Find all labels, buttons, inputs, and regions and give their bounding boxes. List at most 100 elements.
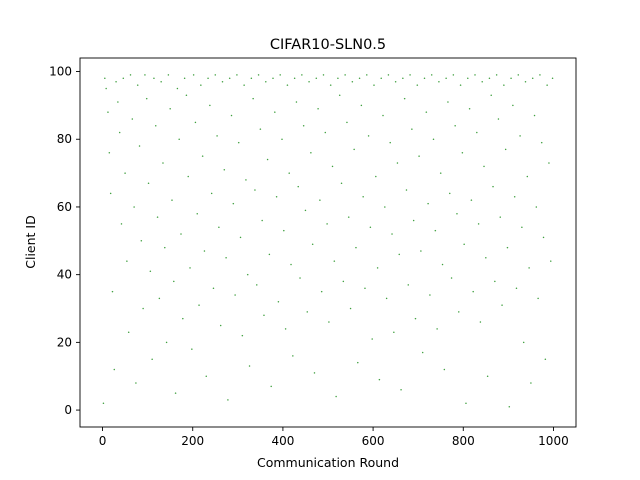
data-point — [111, 290, 114, 293]
data-point — [347, 216, 350, 218]
data-point — [405, 189, 408, 191]
data-point — [209, 104, 211, 107]
data-point — [436, 328, 438, 330]
x-tick-label: 1000 — [538, 434, 569, 448]
data-point — [513, 196, 516, 198]
data-point — [459, 84, 462, 86]
data-point — [248, 365, 251, 367]
data-point — [138, 145, 141, 147]
data-point — [380, 77, 382, 80]
data-point — [429, 294, 431, 296]
x-axis-label: Communication Round — [257, 455, 399, 470]
data-point — [162, 162, 164, 164]
data-point — [234, 294, 236, 296]
data-point — [517, 74, 520, 76]
data-point — [548, 162, 550, 164]
data-point — [420, 250, 422, 252]
data-point — [522, 341, 525, 344]
data-point — [416, 84, 419, 86]
data-point — [479, 321, 482, 323]
data-point — [158, 297, 161, 300]
data-point — [375, 175, 377, 178]
data-point — [358, 77, 361, 80]
x-tick-label: 800 — [452, 434, 475, 448]
data-point — [129, 74, 132, 76]
data-point — [441, 263, 444, 266]
data-point — [423, 77, 426, 80]
y-tick-label: 40 — [57, 268, 72, 282]
data-point — [182, 317, 184, 320]
data-point — [281, 138, 283, 140]
data-point — [521, 226, 523, 229]
data-point — [126, 260, 128, 262]
data-point — [155, 124, 157, 127]
data-point — [203, 250, 206, 252]
data-point — [127, 331, 130, 333]
data-point — [169, 108, 171, 110]
data-point — [396, 162, 399, 164]
data-point — [398, 253, 400, 256]
data-point — [366, 74, 368, 76]
data-point — [519, 135, 521, 137]
data-point — [468, 108, 471, 110]
data-point — [236, 74, 238, 76]
data-point — [218, 226, 220, 229]
data-point — [187, 175, 189, 178]
data-point — [407, 284, 410, 286]
data-point — [503, 84, 505, 86]
data-point — [228, 77, 231, 80]
data-point — [329, 84, 332, 86]
data-point — [268, 253, 271, 256]
data-point — [272, 77, 274, 80]
data-point — [301, 74, 303, 76]
data-point — [254, 189, 256, 191]
data-point — [212, 287, 215, 289]
data-point — [183, 77, 186, 80]
data-point — [205, 375, 207, 377]
data-point — [167, 74, 170, 76]
data-point — [239, 236, 242, 239]
data-point — [463, 243, 465, 245]
data-point — [450, 277, 453, 279]
data-point — [191, 348, 193, 350]
data-point — [165, 341, 168, 344]
y-tick-label: 0 — [64, 403, 72, 417]
data-point — [367, 135, 370, 137]
data-point — [412, 219, 415, 222]
data-point — [504, 148, 507, 151]
data-point — [530, 382, 532, 384]
data-point — [402, 77, 404, 80]
data-point — [317, 108, 319, 110]
data-point — [546, 84, 548, 86]
data-point — [481, 80, 483, 83]
data-point — [225, 256, 227, 259]
chart-title: CIFAR10-SLN0.5 — [270, 37, 386, 53]
data-point — [542, 236, 545, 239]
x-tick-label: 600 — [362, 434, 385, 448]
data-point — [120, 223, 123, 225]
data-point — [189, 267, 191, 269]
data-point — [292, 355, 294, 357]
data-point — [109, 192, 112, 195]
data-point — [389, 141, 391, 144]
data-point — [230, 114, 233, 117]
data-point — [497, 118, 500, 120]
data-point — [283, 229, 285, 232]
data-point — [551, 77, 554, 80]
data-point — [279, 74, 281, 76]
data-point — [219, 324, 222, 327]
data-point — [385, 297, 388, 300]
data-point — [237, 141, 240, 144]
data-point — [245, 179, 247, 181]
data-point — [118, 131, 121, 134]
data-point — [319, 199, 321, 201]
data-point — [284, 328, 287, 330]
data-point — [194, 121, 197, 124]
data-point — [353, 148, 355, 151]
data-point — [115, 80, 117, 83]
x-tick-label: 0 — [99, 434, 107, 448]
data-point — [176, 87, 179, 90]
data-point — [223, 168, 226, 171]
data-point — [246, 273, 249, 276]
